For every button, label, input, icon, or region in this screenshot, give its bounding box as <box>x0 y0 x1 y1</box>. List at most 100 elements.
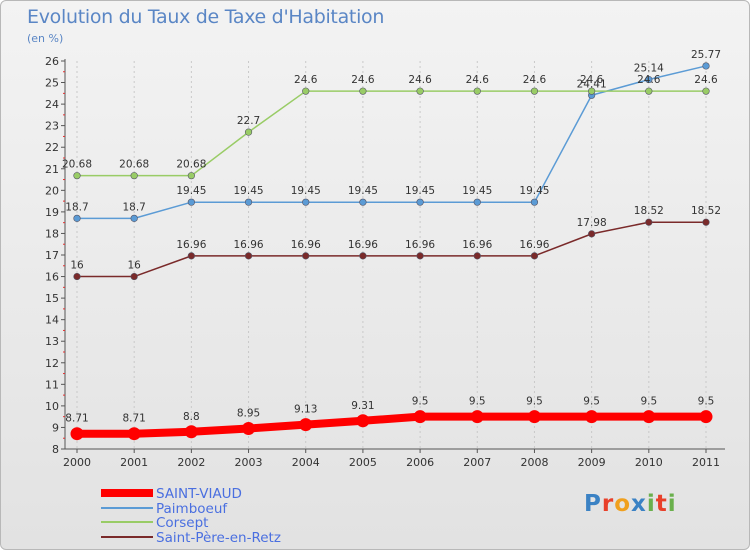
data-point <box>130 272 138 281</box>
legend-label-0: SAINT-VIAUD <box>156 486 242 502</box>
chart-title: Evolution du Taux de Taxe d'Habitation <box>27 6 385 28</box>
logo-letter: i <box>646 491 656 517</box>
data-label: 20.68 <box>119 159 149 171</box>
data-point <box>416 198 424 206</box>
data-label: 24.6 <box>523 74 547 86</box>
data-point <box>588 230 596 238</box>
legend-label-2: Corsept <box>156 515 208 531</box>
data-point <box>473 198 481 206</box>
data-label: 9.13 <box>294 404 317 416</box>
data-point <box>242 422 256 436</box>
y-tick-label: 18 <box>45 227 59 240</box>
x-tick-label: 2003 <box>235 456 263 469</box>
data-label: 9.5 <box>583 396 600 408</box>
y-tick-label: 21 <box>45 163 59 176</box>
data-point <box>184 425 198 439</box>
series-line-0 <box>73 412 710 438</box>
data-label: 16 <box>127 260 141 272</box>
data-point <box>527 410 541 424</box>
logo-letter: x <box>631 491 647 517</box>
data-point <box>530 198 539 206</box>
data-point <box>645 218 653 226</box>
data-label: 16.96 <box>348 239 378 251</box>
data-point <box>702 62 710 70</box>
x-tick-label: 2008 <box>520 456 548 469</box>
series-line-3 <box>76 221 707 278</box>
data-point <box>702 87 710 95</box>
data-label: 18.7 <box>122 201 145 213</box>
y-tick-label: 20 <box>45 184 59 197</box>
x-tick-label: 2006 <box>406 456 434 469</box>
data-point <box>70 427 84 441</box>
data-point <box>645 87 653 95</box>
data-point <box>416 87 424 95</box>
data-point <box>299 418 313 432</box>
data-label: 18.52 <box>691 205 721 217</box>
data-label: 25.14 <box>634 63 664 75</box>
x-tick-label: 2009 <box>578 456 606 469</box>
y-tick-label: 23 <box>45 120 59 133</box>
data-point <box>470 410 484 424</box>
data-label: 16.96 <box>291 239 321 251</box>
data-label: 8.8 <box>183 411 200 423</box>
x-tick-label: 2000 <box>63 456 91 469</box>
data-point <box>530 87 539 95</box>
data-label: 24.6 <box>351 74 375 86</box>
x-tick-label: 2002 <box>177 456 205 469</box>
data-label: 8.71 <box>65 413 88 425</box>
data-point <box>130 172 138 180</box>
data-label: 24.6 <box>694 74 718 86</box>
data-point <box>244 198 253 206</box>
data-label: 24.41 <box>577 78 607 90</box>
data-label: 9.31 <box>351 400 374 412</box>
logo-letter: o <box>614 491 632 517</box>
data-label: 16 <box>70 260 84 272</box>
data-label: 19.45 <box>234 185 264 197</box>
data-point <box>73 272 81 281</box>
data-label: 8.71 <box>122 413 145 425</box>
data-label: 20.68 <box>176 159 206 171</box>
data-point <box>244 128 253 136</box>
data-point <box>359 198 367 206</box>
data-label: 25.77 <box>691 49 721 61</box>
data-label: 16.96 <box>519 239 549 251</box>
data-label: 19.45 <box>291 185 321 197</box>
y-tick-label: 10 <box>45 400 59 413</box>
data-point <box>187 252 195 260</box>
data-point <box>244 252 253 260</box>
y-tick-label: 26 <box>45 55 59 68</box>
data-label: 24.6 <box>408 74 432 86</box>
data-label: 9.5 <box>412 396 429 408</box>
data-point <box>530 252 539 260</box>
data-label: 18.52 <box>634 205 664 217</box>
x-tick-label: 2010 <box>635 456 663 469</box>
data-label: 20.68 <box>62 159 92 171</box>
legend-label-3: Saint-Père-en-Retz <box>156 530 281 546</box>
data-point <box>356 414 370 428</box>
series-line-1 <box>76 65 707 220</box>
data-label: 18.7 <box>65 201 88 213</box>
data-point <box>73 172 81 180</box>
data-label: 19.45 <box>462 185 492 197</box>
x-tick-label: 2007 <box>463 456 491 469</box>
data-point <box>642 410 656 424</box>
logo-letter: P <box>584 491 602 517</box>
data-point <box>302 252 310 260</box>
series-line-2 <box>76 90 707 177</box>
data-label: 19.45 <box>176 185 206 197</box>
data-label: 24.6 <box>637 74 661 86</box>
proxiti-logo: Proxiti <box>584 491 677 517</box>
y-tick-label: 24 <box>45 98 59 111</box>
data-point <box>302 87 310 95</box>
data-label: 24.6 <box>580 74 604 86</box>
data-label: 8.95 <box>237 408 260 420</box>
data-label: 22.7 <box>237 115 260 127</box>
data-label: 24.6 <box>294 74 318 86</box>
y-tick-label: 14 <box>45 314 59 327</box>
y-tick-label: 12 <box>45 357 59 370</box>
data-label: 9.5 <box>469 396 486 408</box>
x-tick-label: 2011 <box>692 456 720 469</box>
y-tick-label: 11 <box>45 378 59 391</box>
